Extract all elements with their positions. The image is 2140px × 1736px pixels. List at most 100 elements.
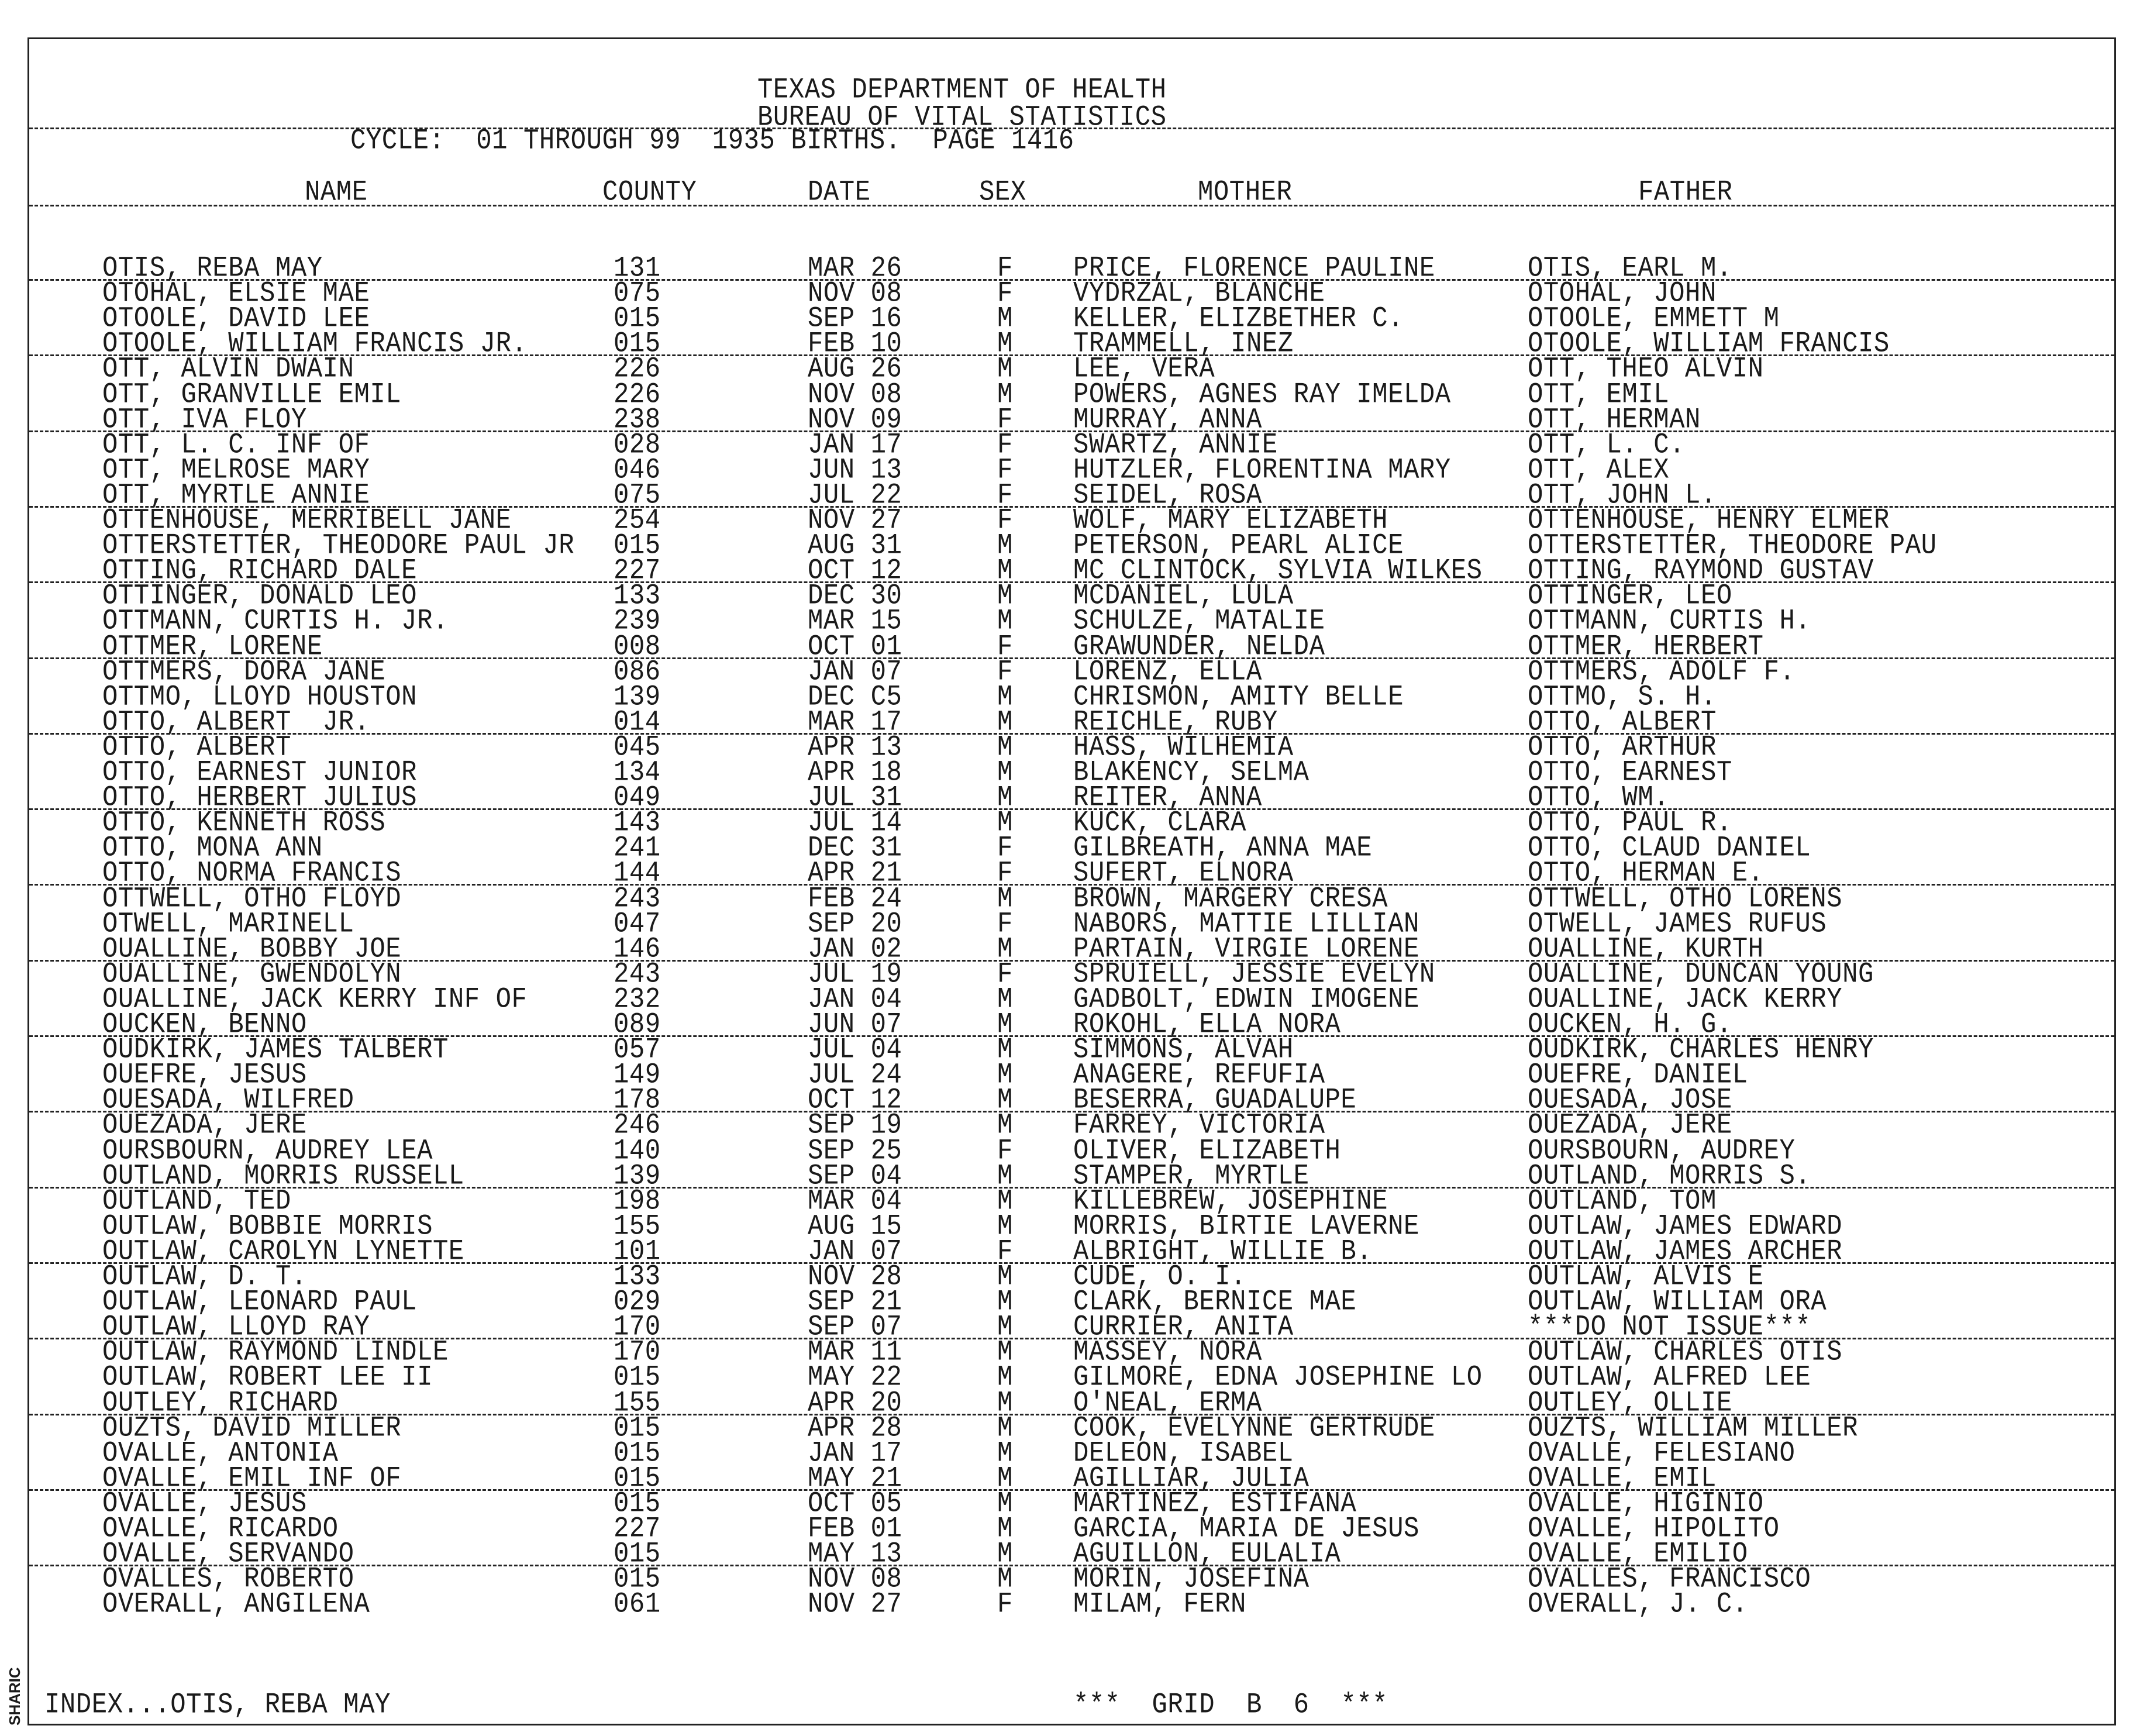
cell-father: OUALLINE, DUNCAN YOUNG [1528,957,1874,991]
cell-mother: MORIN, JOSEFINA [1073,1563,1309,1596]
cell-date: OCT 12 [808,1084,902,1117]
row-divider [29,1338,2114,1340]
cell-county: 015 [614,529,661,563]
cell-father: OTTMO, S. H. [1528,680,1717,714]
cell-sex: F [997,907,1013,941]
cell-mother: GRAWUNDER, NELDA [1073,630,1325,663]
cell-name: OTOHAL, ELSIE MAE [102,277,370,311]
cell-mother: FARREY, VICTORIA [1073,1109,1325,1142]
cell-mother: MARTINEZ, ESTIFANA [1073,1487,1357,1520]
cell-date: JUN 07 [808,1008,902,1041]
cell-county: 178 [614,1084,661,1117]
cell-father: OUTLAW, JAMES EDWARD [1528,1210,1843,1243]
cell-name: OUTLAW, ROBERT LEE II [102,1361,433,1394]
cell-mother: PETERSON, PEARL ALICE [1073,529,1404,563]
cell-father: OTTWELL, OTHO LORENS [1528,882,1843,915]
column-header-divider [29,205,2114,206]
cell-name: OUTLAW, RAYMOND LINDLE [102,1336,449,1369]
cell-name: OVALLE, EMIL INF OF [102,1462,402,1495]
cell-mother: WOLF, MARY ELIZABETH [1073,504,1388,537]
cell-date: FEB 24 [808,882,902,915]
cell-mother: AGILLIAR, JULIA [1073,1462,1309,1495]
cell-mother: SCHULZE, MATALIE [1073,605,1325,638]
cell-date: NOV 27 [808,1588,902,1621]
cell-father: OTT, EMIL [1528,378,1670,411]
cell-sex: M [997,1059,1013,1092]
cell-date: FEB 01 [808,1513,902,1545]
cell-mother: SWARTZ, ANNIE [1073,428,1278,461]
cell-name: OTT, MELROSE MARY [102,453,370,487]
cell-mother: MASSEY, NORA [1073,1336,1262,1369]
cell-county: 061 [614,1588,661,1621]
cell-sex: F [997,428,1013,461]
cell-name: OTTMANN, CURTIS H. JR. [102,605,449,638]
cell-father: OTTO, WM. [1528,781,1670,815]
cell-sex: M [997,680,1013,714]
cell-name: OTWELL, MARINELL [102,907,354,941]
cell-sex: M [997,1563,1013,1596]
cell-county: 131 [614,252,661,285]
cell-county: 143 [614,807,661,840]
cell-county: 015 [614,302,661,336]
cell-county: 075 [614,478,661,512]
cell-sex: M [997,1311,1013,1344]
cell-father: OTT, ALEX [1528,453,1670,487]
cell-father: OTT, JOHN L. [1528,478,1717,512]
cell-date: NOV 27 [808,504,902,537]
cell-sex: F [997,630,1013,663]
cell-father: OTOHAL, JOHN [1528,277,1717,311]
cell-mother: DELEON, ISABEL [1073,1437,1294,1470]
cell-father: OTTO, PAUL R. [1528,807,1732,840]
row-divider [29,1413,2114,1415]
cell-sex: F [997,478,1013,512]
cell-date: NOV 08 [808,277,902,311]
cell-name: OTTO, MONA ANN [102,832,323,865]
cell-county: 144 [614,857,661,890]
cell-county: 133 [614,1260,661,1293]
col-sex: SEX [979,176,1026,209]
cell-county: 238 [614,403,661,436]
cell-father: OUTLEY, OLLIE [1528,1386,1732,1420]
cell-date: NOV 08 [808,378,902,411]
cell-father: OUESADA, JOSE [1528,1084,1732,1117]
col-county: COUNTY [602,176,697,209]
cell-name: OTOOLE, DAVID LEE [102,302,370,336]
row-divider [29,808,2114,811]
cell-name: OTT, L. C. INF OF [102,428,370,461]
cell-date: SEP 07 [808,1311,902,1344]
cell-father: ***DO NOT ISSUE*** [1528,1311,1811,1344]
cell-date: JAN 17 [808,428,902,461]
cell-mother: HUTZLER, FLORENTINA MARY [1073,453,1451,487]
cell-county: 139 [614,680,661,714]
cell-father: OTTMANN, CURTIS H. [1528,605,1811,638]
row-divider [29,884,2114,886]
cell-father: OUTLAND, MORRIS S. [1528,1159,1811,1193]
row-divider [29,732,2114,735]
cell-father: OUTLAW, CHARLES OTIS [1528,1336,1843,1369]
cell-date: JAN 02 [808,932,902,966]
cell-sex: M [997,1210,1013,1243]
cell-sex: M [997,756,1013,789]
cell-mother: KUCK, CLARA [1073,807,1246,840]
cell-father: OUALLINE, KURTH [1528,932,1764,966]
cell-name: OTTENHOUSE, MERRIBELL JANE [102,504,512,537]
cell-name: OTT, IVA FLOY [102,403,307,436]
cell-date: OCT 12 [808,554,902,588]
cell-date: JUL 31 [808,781,902,815]
cell-date: MAY 22 [808,1361,902,1394]
cell-mother: SIMMONS, ALVAH [1073,1034,1294,1067]
cell-sex: M [997,1513,1013,1545]
header-line2: BUREAU OF VITAL STATISTICS [757,101,1167,134]
cell-father: OTT, THEO ALVIN [1528,353,1764,386]
cell-name: OVALLE, JESUS [102,1487,307,1520]
cell-county: 155 [614,1386,661,1420]
cell-sex: F [997,1235,1013,1268]
cell-sex: F [997,277,1013,311]
cell-mother: KILLEBREW, JOSEPHINE [1073,1184,1388,1218]
cell-mother: OLIVER, ELIZABETH [1073,1134,1341,1167]
cell-mother: MC CLINTOCK, SYLVIA WILKES [1073,554,1483,588]
cell-sex: M [997,328,1013,361]
cell-sex: M [997,983,1013,1016]
cell-name: OTTMERS, DORA JANE [102,655,386,688]
cell-county: 015 [614,328,661,361]
